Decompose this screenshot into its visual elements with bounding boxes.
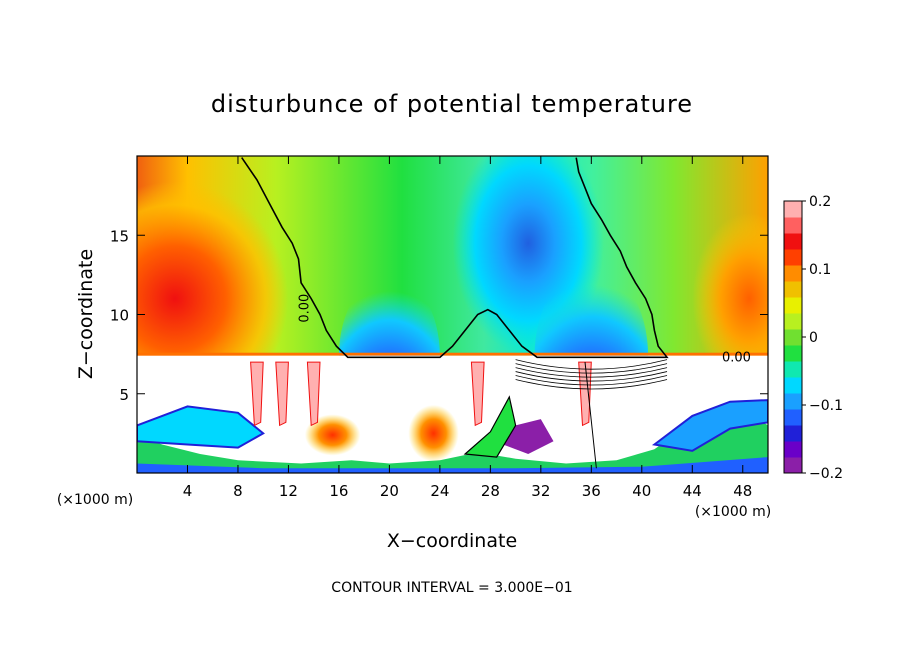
colorbar-swatch <box>784 457 802 474</box>
colorbar-tick-label: 0.1 <box>809 262 831 278</box>
colorbar-swatch <box>784 425 802 442</box>
x-tick-label: 36 <box>582 482 601 500</box>
colorbar-swatch <box>784 217 802 234</box>
warm-plume-4 <box>470 361 485 427</box>
colorbar-swatch <box>784 249 802 266</box>
x-tick-label: 24 <box>430 482 449 500</box>
warm-pocket-left <box>304 414 361 456</box>
warm-plume-1 <box>250 361 264 427</box>
temperature-field: 0.00 0.00 <box>137 156 768 473</box>
colorbar-swatch <box>784 409 802 426</box>
contour-label-upper: 0.00 <box>298 294 313 323</box>
contour-interval-footer: CONTOUR INTERVAL = 3.000E−01 <box>331 580 572 596</box>
y-tick-label: 15 <box>110 227 129 245</box>
x-axis: 4 8 12 16 20 24 28 32 36 40 44 48 <box>183 156 752 500</box>
colorbar-tick-label: 0.2 <box>809 194 831 210</box>
y-axis-title: Z−coordinate <box>75 249 97 379</box>
cool-eddy-right <box>651 399 768 452</box>
warm-plume-3 <box>306 361 321 427</box>
colorbar-tick-label: 0 <box>809 330 818 346</box>
x-tick-label: 28 <box>481 482 500 500</box>
x-unit-label: (×1000 m) <box>695 504 771 520</box>
x-tick-label: 16 <box>329 482 348 500</box>
chart-title: disturbunce of potential temperature <box>211 90 693 118</box>
colorbar-swatch <box>784 377 802 394</box>
x-tick-label: 12 <box>279 482 298 500</box>
colorbar-swatch <box>784 441 802 458</box>
y-unit-label: (×1000 m) <box>57 492 133 508</box>
lower-contour-line <box>515 371 668 382</box>
zero-contour-line <box>241 157 669 359</box>
colorbar-swatch <box>784 361 802 378</box>
colorbar-swatch <box>784 345 802 362</box>
x-tick-label: 8 <box>233 482 243 500</box>
colorbar-swatch <box>784 329 802 346</box>
y-tick-label: 10 <box>110 307 129 325</box>
x-tick-label: 40 <box>632 482 651 500</box>
lower-contour-line <box>515 379 668 390</box>
x-axis-title: X−coordinate <box>387 530 517 552</box>
cool-eddy-left <box>137 405 265 449</box>
x-tick-label: 32 <box>531 482 550 500</box>
x-tick-label: 4 <box>183 482 193 500</box>
colorbar-swatch <box>784 313 802 330</box>
cold-core-lower <box>503 419 554 454</box>
warm-plume-5 <box>578 361 592 427</box>
lower-contour-line <box>515 367 668 378</box>
x-tick-label: 48 <box>733 482 752 500</box>
colorbar-swatch <box>784 201 802 218</box>
colorbar-swatch <box>784 233 802 250</box>
contour-label-right: 0.00 <box>722 350 751 365</box>
colorbar-tick-label: −0.1 <box>809 398 843 414</box>
colorbar: 0.2 0.1 0 −0.1 −0.2 <box>783 194 843 482</box>
warm-pocket-center <box>408 404 459 462</box>
y-tick-label: 5 <box>119 386 129 404</box>
lower-contour-line <box>515 359 668 370</box>
colorbar-swatch <box>784 393 802 410</box>
colorbar-swatch <box>784 265 802 282</box>
colorbar-swatch <box>784 281 802 298</box>
lower-contour-line <box>515 363 668 374</box>
x-tick-label: 20 <box>380 482 399 500</box>
interface-warm-band <box>137 352 768 356</box>
ground-band-blue <box>137 457 768 473</box>
colorbar-swatch <box>784 297 802 314</box>
green-plume <box>463 395 517 458</box>
x-tick-label: 44 <box>683 482 702 500</box>
warm-plume-2 <box>275 361 289 427</box>
plume-contour-line <box>584 361 597 469</box>
warm-anomaly-right <box>692 213 768 385</box>
y-axis: 5 10 15 <box>110 227 768 404</box>
lower-contour-line <box>515 375 668 386</box>
colorbar-tick-label: −0.2 <box>809 466 843 482</box>
